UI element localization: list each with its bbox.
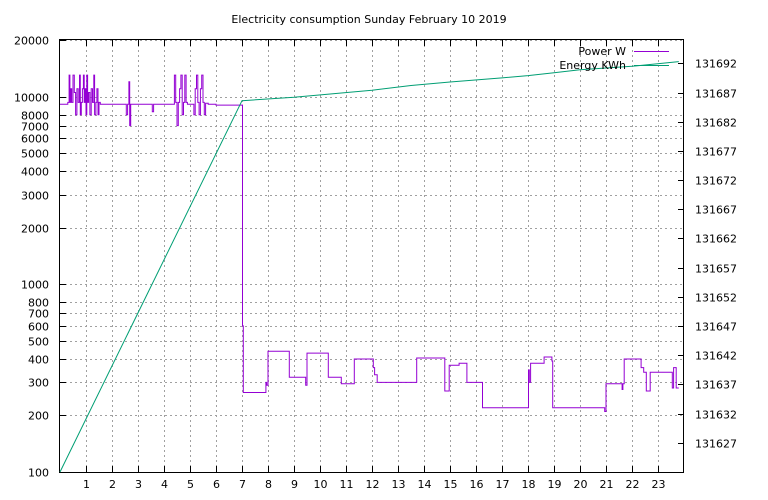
x-tick-label: 9 (291, 478, 298, 491)
y-left-tick-label: 10000 (14, 92, 49, 105)
y-left-tick-label: 300 (28, 377, 49, 390)
y-left-tick-label: 100 (28, 467, 49, 480)
x-tick-label: 16 (470, 478, 484, 491)
y-left-tick-label: 4000 (21, 166, 49, 179)
y-left-tick-label: 800 (28, 297, 49, 310)
y-right-tick-label: 131652 (695, 292, 737, 305)
chart-title: Electricity consumption Sunday February … (231, 13, 506, 26)
y-left-tick-label: 5000 (21, 148, 49, 161)
grid (60, 40, 684, 473)
legend-label-power-w: Power W (578, 45, 626, 58)
y-right-tick-label: 131662 (695, 233, 737, 246)
x-tick-label: 1 (83, 478, 90, 491)
x-tick-label: 4 (161, 478, 168, 491)
x-tick-label: 10 (314, 478, 328, 491)
y-right-tick-label: 131642 (695, 350, 737, 363)
y-right-tick-label: 131637 (695, 379, 737, 392)
x-tick-label: 12 (366, 478, 380, 491)
series-line-power-w (60, 74, 679, 412)
y-left-tick-label: 3000 (21, 190, 49, 203)
y-right-tick-label: 131657 (695, 263, 737, 276)
x-tick-label: 14 (418, 478, 432, 491)
x-tick-label: 11 (340, 478, 354, 491)
y-left-tick-label: 600 (28, 321, 49, 334)
x-tick-label: 3 (135, 478, 142, 491)
y-right-tick-label: 131692 (695, 58, 737, 71)
y-right-tick-label: 131647 (695, 321, 737, 334)
x-tick-label: 19 (548, 478, 562, 491)
y-right-tick-label: 131687 (695, 88, 737, 101)
y-left-tick-label: 2000 (21, 223, 49, 236)
y-left-tick-label: 7000 (21, 121, 49, 134)
y-left-tick-label: 500 (28, 336, 49, 349)
x-tick-label: 22 (626, 478, 640, 491)
series-group (59, 61, 679, 473)
x-tick-label: 13 (392, 478, 406, 491)
y-right-tick-label: 131667 (695, 204, 737, 217)
plot-border (59, 39, 684, 473)
x-tick-label: 2 (109, 478, 116, 491)
y-left-tick-label: 1000 (21, 279, 49, 292)
x-tick-label: 21 (600, 478, 614, 491)
x-tick-label: 20 (574, 478, 588, 491)
y-left-tick-label: 200 (28, 410, 49, 423)
x-tick-label: 17 (496, 478, 510, 491)
y-left-tick-label: 700 (28, 308, 49, 321)
series-line-energy-kwh (59, 61, 679, 473)
y-left-tick-label: 20000 (14, 35, 49, 48)
ticks: 1 2 3 4 5 6 7 8 9 10 11 12 13 14 15 16 17 18 19 20 21 22 23100… (14, 35, 737, 492)
y-right-tick-label: 131677 (695, 146, 737, 159)
x-tick-label: 5 (187, 478, 194, 491)
x-tick-label: 8 (265, 478, 272, 491)
x-tick-label: 18 (522, 478, 536, 491)
y-right-tick-label: 131672 (695, 175, 737, 188)
x-tick-label: 23 (652, 478, 666, 491)
y-right-tick-label: 131632 (695, 409, 737, 422)
y-right-tick-label: 131627 (695, 438, 737, 451)
y-left-tick-label: 400 (28, 354, 49, 367)
y-right-tick-label: 131682 (695, 117, 737, 130)
y-left-tick-label: 6000 (21, 133, 49, 146)
x-tick-label: 15 (444, 478, 458, 491)
x-tick-label: 6 (213, 478, 220, 491)
x-tick-label: 7 (239, 478, 246, 491)
y-left-tick-label: 8000 (21, 110, 49, 123)
legend-label-energy-kwh: Energy KWh (559, 59, 626, 72)
